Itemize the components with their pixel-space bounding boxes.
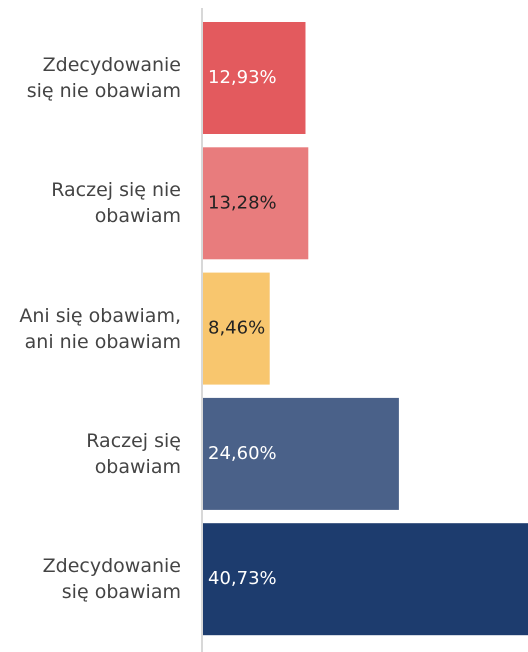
value-label: 40,73% — [208, 568, 277, 589]
bar — [203, 272, 270, 385]
bar — [203, 397, 399, 510]
value-label: 24,60% — [208, 443, 277, 464]
bar — [203, 147, 309, 260]
category-label: Raczej się nie obawiam — [51, 179, 181, 228]
category-label: Zdecydowanie się nie obawiam — [26, 54, 181, 102]
category-label: Raczej się obawiam — [86, 429, 181, 478]
category-label: Zdecydowanie się obawiam — [42, 555, 181, 604]
value-label: 13,28% — [208, 192, 277, 213]
value-label: 12,93% — [208, 67, 277, 88]
bar — [203, 523, 528, 636]
value-label: 8,46% — [208, 318, 265, 339]
category-label: Ani się obawiam, ani nie obawiam — [19, 304, 181, 353]
bar — [203, 22, 306, 134]
